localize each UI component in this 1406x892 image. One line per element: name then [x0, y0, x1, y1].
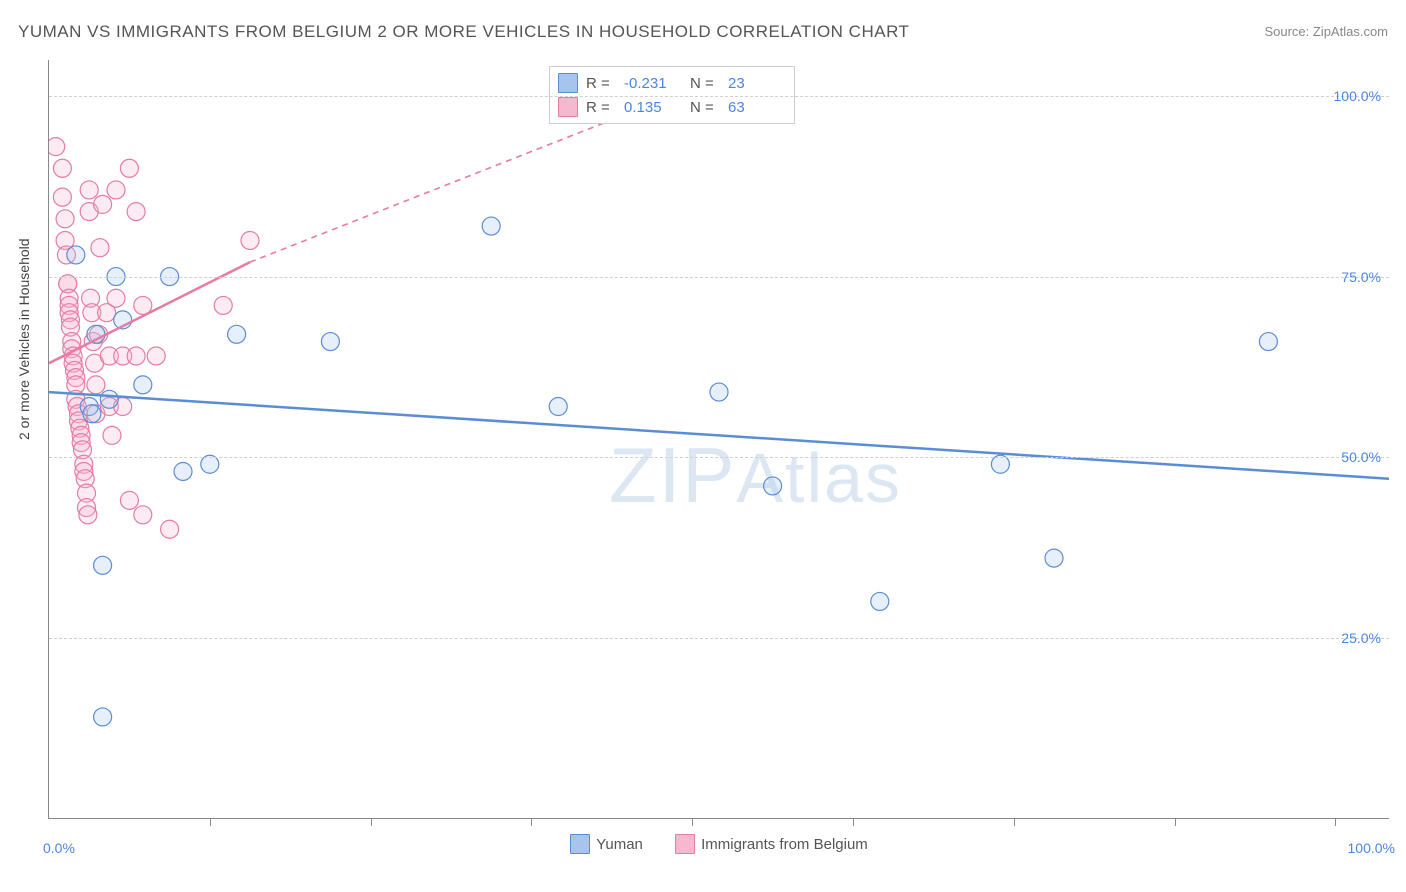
x-tick [692, 818, 693, 826]
data-point [764, 477, 782, 495]
gridline-h [49, 277, 1389, 278]
legend-n-label: N = [690, 99, 720, 116]
legend-r-label: R = [586, 99, 616, 116]
swatch-belgium-bottom [675, 834, 695, 854]
data-point [120, 159, 138, 177]
legend-n-value-belgium: 63 [728, 99, 786, 116]
y-axis-title: 2 or more Vehicles in Household [16, 238, 32, 440]
swatch-yuman [558, 73, 578, 93]
data-point [321, 333, 339, 351]
legend-correlation: R = -0.231 N = 23 R = 0.135 N = 63 [549, 66, 795, 124]
data-point [107, 181, 125, 199]
data-point [127, 347, 145, 365]
trend-line [49, 392, 1389, 479]
data-point [53, 159, 71, 177]
legend-row-belgium: R = 0.135 N = 63 [558, 95, 786, 119]
data-point [103, 426, 121, 444]
data-point [91, 239, 109, 257]
swatch-belgium [558, 97, 578, 117]
data-point [134, 506, 152, 524]
data-point [107, 289, 125, 307]
chart-title: YUMAN VS IMMIGRANTS FROM BELGIUM 2 OR MO… [18, 22, 909, 42]
y-tick-label: 50.0% [1341, 449, 1381, 465]
x-tick [371, 818, 372, 826]
data-point [214, 296, 232, 314]
data-point [100, 390, 118, 408]
x-tick [531, 818, 532, 826]
legend-item-yuman: Yuman [570, 834, 643, 854]
data-point [94, 556, 112, 574]
data-point [228, 325, 246, 343]
data-point [49, 138, 65, 156]
data-point [80, 181, 98, 199]
legend-n-value-yuman: 23 [728, 75, 786, 92]
legend-label-belgium: Immigrants from Belgium [701, 836, 868, 853]
legend-r-value-belgium: 0.135 [624, 99, 682, 116]
data-point [83, 405, 101, 423]
data-point [87, 376, 105, 394]
data-point [127, 203, 145, 221]
data-point [1259, 333, 1277, 351]
x-tick [853, 818, 854, 826]
legend-label-yuman: Yuman [596, 836, 643, 853]
legend-r-label: R = [586, 75, 616, 92]
gridline-h [49, 638, 1389, 639]
data-point [482, 217, 500, 235]
legend-n-label: N = [690, 75, 720, 92]
data-point [67, 246, 85, 264]
x-tick [210, 818, 211, 826]
data-point [871, 592, 889, 610]
data-point [710, 383, 728, 401]
data-point [120, 491, 138, 509]
plot-area: ZIPAtlas R = -0.231 N = 23 R = 0.135 N =… [48, 60, 1389, 819]
x-tick [1175, 818, 1176, 826]
x-tick [1014, 818, 1015, 826]
data-point [94, 708, 112, 726]
data-point [1045, 549, 1063, 567]
data-point [147, 347, 165, 365]
gridline-h [49, 96, 1389, 97]
legend-row-yuman: R = -0.231 N = 23 [558, 71, 786, 95]
data-point [53, 188, 71, 206]
data-point [56, 210, 74, 228]
scatter-svg [49, 60, 1389, 818]
data-point [94, 195, 112, 213]
data-point [134, 376, 152, 394]
source-label: Source: ZipAtlas.com [1264, 24, 1388, 39]
swatch-yuman-bottom [570, 834, 590, 854]
y-tick-label: 75.0% [1341, 269, 1381, 285]
data-point [174, 462, 192, 480]
y-tick-label: 100.0% [1334, 88, 1381, 104]
data-point [79, 506, 97, 524]
data-point [161, 520, 179, 538]
gridline-h [49, 457, 1389, 458]
legend-item-belgium: Immigrants from Belgium [675, 834, 868, 854]
y-tick-label: 25.0% [1341, 630, 1381, 646]
legend-series: Yuman Immigrants from Belgium [49, 834, 1389, 858]
data-point [549, 398, 567, 416]
x-tick [1335, 818, 1336, 826]
data-point [241, 231, 259, 249]
legend-r-value-yuman: -0.231 [624, 75, 682, 92]
